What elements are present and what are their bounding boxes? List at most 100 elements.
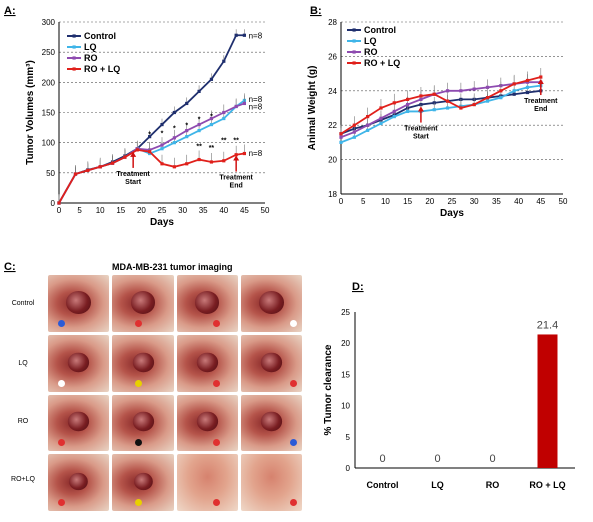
marker-bead bbox=[135, 379, 143, 387]
x-tick-label: 45 bbox=[536, 197, 545, 206]
y-tick-label: 20 bbox=[328, 156, 337, 165]
data-point bbox=[160, 143, 164, 147]
tumor-mass bbox=[133, 472, 153, 490]
legend-marker bbox=[352, 61, 356, 65]
panel-c-label: C: bbox=[4, 261, 16, 273]
y-tick-label: 26 bbox=[328, 52, 337, 61]
y-tick-label: 0 bbox=[51, 199, 56, 208]
significance-label: ** bbox=[196, 144, 202, 151]
bar bbox=[537, 334, 558, 468]
tumor-photo bbox=[112, 334, 174, 392]
data-point bbox=[419, 94, 423, 98]
tumor-photo bbox=[48, 394, 110, 452]
data-point bbox=[86, 168, 90, 173]
y-axis-label: % Tumor clearance bbox=[323, 344, 334, 435]
tumor-mass bbox=[68, 412, 90, 432]
data-point bbox=[242, 151, 246, 156]
data-point bbox=[525, 78, 530, 83]
annotation-arrowhead bbox=[130, 151, 137, 157]
x-tick-label: 15 bbox=[403, 197, 412, 206]
legend-marker bbox=[72, 56, 76, 60]
y-tick-label: 100 bbox=[42, 139, 56, 148]
data-point bbox=[209, 116, 214, 121]
data-point bbox=[459, 89, 463, 93]
row-label-control: Control bbox=[11, 300, 35, 307]
marker-bead bbox=[212, 499, 220, 506]
data-point bbox=[512, 89, 516, 93]
legend-marker bbox=[352, 39, 356, 43]
data-point bbox=[472, 87, 476, 91]
legend-label: Control bbox=[364, 25, 396, 35]
legend-marker bbox=[352, 28, 356, 32]
tumor-mass bbox=[194, 290, 220, 314]
data-point bbox=[234, 153, 238, 157]
x-tick-label: 25 bbox=[448, 197, 457, 206]
x-tick-label: Control bbox=[367, 480, 399, 490]
x-tick-label: 50 bbox=[261, 206, 270, 215]
tumor-photo bbox=[240, 334, 302, 392]
marker-bead bbox=[58, 379, 65, 387]
series-line-3 bbox=[340, 76, 542, 135]
x-tick-label: 30 bbox=[178, 206, 187, 215]
x-tick-label: LQ bbox=[431, 480, 444, 490]
data-point bbox=[160, 122, 164, 127]
y-tick-label: 150 bbox=[42, 109, 56, 118]
data-point bbox=[539, 75, 543, 79]
panel-b-label: B: bbox=[310, 5, 322, 17]
legend-label: LQ bbox=[364, 36, 377, 46]
data-point bbox=[366, 123, 370, 127]
data-point bbox=[185, 101, 189, 106]
y-tick-label: 18 bbox=[328, 190, 337, 199]
tumor-photo bbox=[176, 334, 238, 392]
marker-bead bbox=[58, 499, 65, 506]
significance-label: * bbox=[198, 117, 201, 124]
tumor-mass bbox=[68, 352, 90, 372]
data-point bbox=[135, 148, 139, 152]
data-point bbox=[123, 155, 127, 159]
tumor-photo bbox=[48, 334, 110, 392]
y-axis-label: Tumor Volumes (mm³) bbox=[25, 60, 36, 165]
data-label: 0 bbox=[379, 453, 385, 465]
y-tick-label: 5 bbox=[346, 433, 351, 442]
chart-d: 0 5 10 15 20 25 % Tumor clearance 0 Control 0 LQ 0 R… bbox=[323, 308, 575, 490]
data-point bbox=[352, 130, 356, 134]
legend-marker bbox=[352, 50, 356, 54]
significance-label: ** bbox=[221, 138, 227, 145]
data-point bbox=[185, 162, 189, 166]
data-point bbox=[222, 59, 226, 63]
tumor-mass bbox=[196, 412, 218, 432]
significance-label: * bbox=[173, 126, 176, 133]
y-tick-label: 20 bbox=[341, 339, 350, 348]
marker-bead bbox=[135, 439, 143, 447]
data-point bbox=[148, 150, 152, 154]
legend-label: RO bbox=[84, 53, 98, 63]
annotation-text: End bbox=[534, 106, 547, 113]
data-point bbox=[98, 165, 102, 169]
data-point bbox=[525, 90, 530, 95]
data-point bbox=[160, 147, 164, 151]
tumor-mass bbox=[196, 352, 218, 372]
annotation-text: Start bbox=[125, 179, 142, 186]
data-point bbox=[110, 161, 115, 165]
tumor-photo bbox=[240, 275, 302, 332]
data-point bbox=[379, 121, 383, 126]
data-point bbox=[172, 110, 176, 115]
y-axis-label: Animal Weight (g) bbox=[307, 66, 318, 151]
x-tick-label: 0 bbox=[57, 206, 62, 215]
data-point bbox=[234, 33, 238, 37]
data-point bbox=[445, 106, 450, 110]
data-label: 21.4 bbox=[537, 319, 558, 331]
x-tick-label: 15 bbox=[116, 206, 125, 215]
n-label: n=8 bbox=[249, 31, 263, 40]
tumor-mass bbox=[259, 290, 284, 314]
row-label-ro: RO bbox=[17, 418, 29, 425]
legend-marker bbox=[72, 67, 76, 71]
annotation-text: Treatment bbox=[524, 98, 558, 105]
marker-bead bbox=[289, 319, 297, 327]
n-label: n=8 bbox=[249, 102, 263, 111]
marker-bead bbox=[289, 379, 297, 387]
data-point bbox=[499, 96, 503, 100]
series-line-2 bbox=[340, 81, 541, 139]
annotation-text: Treatment bbox=[404, 126, 438, 133]
tumor-photo-grid bbox=[48, 275, 302, 511]
